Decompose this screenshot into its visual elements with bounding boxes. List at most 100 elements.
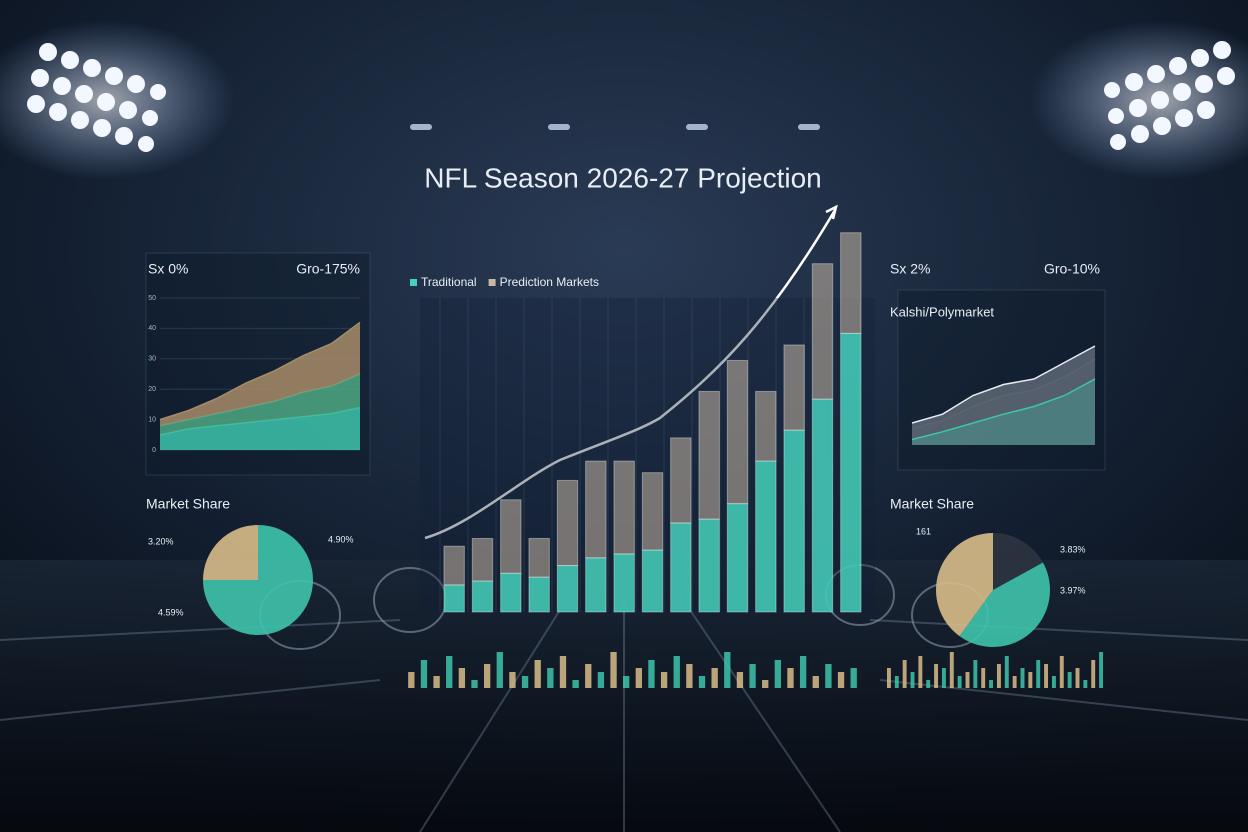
trend-arrow-head [825,204,838,220]
pie-slice [959,562,1050,648]
mini-bar [521,676,529,688]
pie-annotation: 3.20% [148,536,174,546]
y-tick-label: 40 [148,325,156,332]
mini-bar [787,668,794,688]
bar-segment [641,472,664,551]
mini-bar [981,668,986,688]
area-line [911,378,1096,441]
mini-bar [941,668,946,688]
bar-segment [670,522,692,613]
bar-segment [726,359,749,505]
mini-bar [850,668,857,688]
bar-segment [528,537,550,578]
bar-segment [840,332,862,613]
y-tick-label: 10 [148,416,156,423]
bar-segment [556,565,579,613]
bar-segment [698,518,720,613]
mini-bar [957,676,962,688]
mini-bar [585,664,592,688]
mini-bar [774,660,782,688]
bar-segment [443,545,465,586]
bar-segment [755,460,777,613]
stadium-light [0,20,235,180]
field-lines [0,600,1248,832]
bar-segment [613,553,635,613]
mini-bar [949,652,954,688]
mini-bar [1028,672,1033,688]
legend-label: Prediction Markets [500,275,599,289]
mini-bar [965,672,970,688]
y-tick-label: 20 [148,386,156,393]
mini-bar [996,664,1001,688]
mini-bar [934,664,939,688]
mini-bar [918,656,923,688]
mini-bar [1020,668,1025,688]
pie-annotation: 161 [916,526,931,536]
bar-segment [811,398,834,613]
mini-bar [799,656,807,688]
mini-bar [686,664,693,688]
panel [897,289,1106,471]
pie-slice [203,525,258,580]
mini-bar [1004,656,1009,688]
bar-segment [585,460,607,559]
stat-label: Gro-10% [1044,261,1100,277]
mini-bar [673,656,680,688]
mini-bar [886,668,891,688]
panel-title: Kalshi/Polymarket [890,304,994,319]
mini-bar [433,676,440,688]
mini-bar [408,672,415,688]
stat-label: Gro-175% [296,261,360,277]
panel-title: Market Share [146,496,230,512]
bar-segment [471,537,494,582]
mini-bar [1012,676,1017,688]
trend-arrow [424,209,837,540]
mini-bar [610,652,617,688]
bar-segment [585,557,607,613]
bar-segment [471,580,494,613]
legend-swatch [488,279,496,286]
area-line [159,321,361,421]
mini-bar [1099,652,1104,688]
mini-bar [812,676,819,688]
bar-segment [641,549,664,613]
mini-bar [648,660,655,688]
mini-bar [1075,668,1080,688]
roof-lights [410,124,820,130]
mini-bar [420,660,428,688]
bar-segment [556,479,579,567]
pie-slice [935,533,993,637]
area [912,359,1095,445]
mini-bar [509,672,516,688]
bar-segment [783,429,805,613]
mini-bar [902,660,907,688]
mini-bar [635,668,642,688]
area [160,407,360,450]
bar-segment [726,503,749,613]
bar-segment [755,390,777,462]
mini-bar [483,664,491,688]
mini-bar [749,664,756,688]
mini-bar [623,676,630,688]
legend-label: Traditional [421,275,477,289]
mini-bar [1036,660,1041,688]
mini-bar [762,680,769,688]
chart-title: NFL Season 2026-27 Projection [424,162,821,193]
mini-bar [547,668,554,688]
mini-bar [736,672,744,688]
mini-bar [989,680,994,688]
mini-bar [1083,680,1088,688]
mini-bar [894,676,899,688]
panel-title: Market Share [890,496,974,512]
area-line [911,345,1096,424]
pie-annotation: 4.90% [328,534,354,544]
bar-segment [840,232,862,334]
mini-bar [1044,664,1049,688]
y-tick-label: 0 [152,447,156,454]
bar-segment [500,499,522,574]
bar-segment [783,344,805,431]
mini-bar [825,664,832,688]
mini-bar [471,680,478,688]
mini-bar [926,680,931,688]
